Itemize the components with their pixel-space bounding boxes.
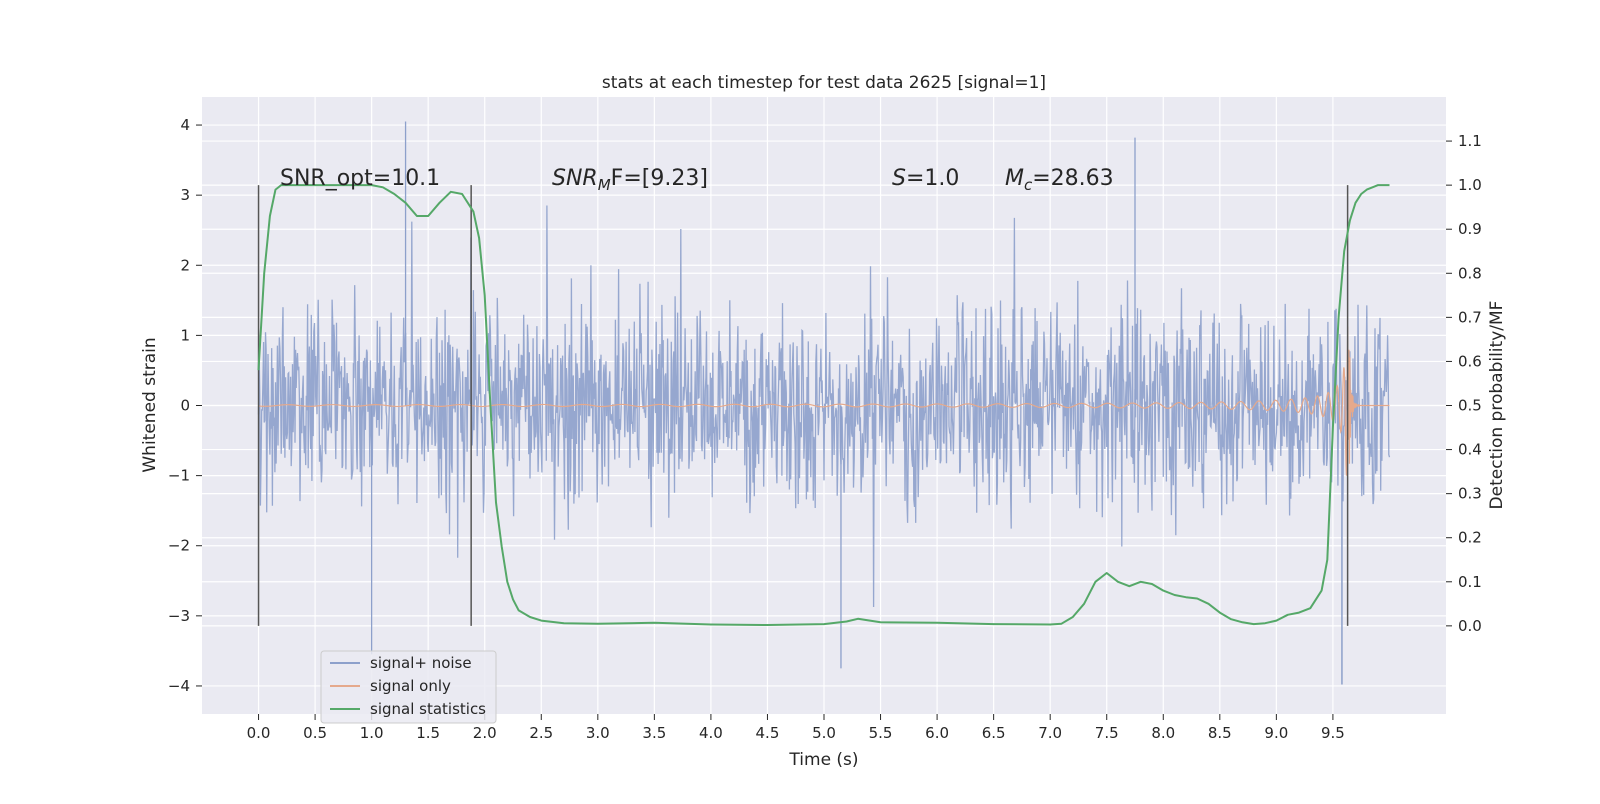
x-tick-label-14: 7.0 bbox=[1038, 724, 1062, 742]
x-tick-label-7: 3.5 bbox=[642, 724, 666, 742]
y-tick-label-0: 4 bbox=[180, 116, 190, 134]
x-tick-label-18: 9.0 bbox=[1264, 724, 1288, 742]
annotation-mc-sub: c bbox=[1024, 176, 1033, 194]
x-tick-label-11: 5.5 bbox=[869, 724, 893, 742]
annotation-s-var: S bbox=[892, 166, 906, 191]
annotation-snr-opt: SNR_opt=10.1 bbox=[280, 166, 440, 191]
x-tick-label-12: 6.0 bbox=[925, 724, 949, 742]
x-tick-label-1: 0.5 bbox=[303, 724, 327, 742]
yr-tick-label-1: 1.0 bbox=[1458, 176, 1482, 194]
signal-only-line bbox=[258, 326, 1390, 476]
legend-label-signal-noise: signal+ noise bbox=[370, 654, 472, 672]
y-tick-label-3: 1 bbox=[180, 326, 190, 344]
y-axis-label: Whitened strain bbox=[140, 337, 160, 472]
y-tick-label-1: 3 bbox=[180, 186, 190, 204]
signal-statistics-series bbox=[257, 184, 1390, 626]
legend-label-signal-only: signal only bbox=[370, 677, 451, 695]
annotation-snr-mf: SNRMF=[9.23] bbox=[552, 166, 708, 194]
annotations: SNR_opt=10.1 SNRMF=[9.23] S=1.0 Mc=28.63 bbox=[280, 166, 1114, 194]
x-tick-label-19: 9.5 bbox=[1321, 724, 1345, 742]
x-tick-label-3: 1.5 bbox=[416, 724, 440, 742]
y-tick-label-5: −1 bbox=[168, 467, 190, 485]
annotation-mc: Mc=28.63 bbox=[1005, 166, 1114, 194]
signal-statistics-line bbox=[257, 184, 1390, 626]
signal-noise-line bbox=[257, 205, 1391, 608]
x-tick-label-0: 0.0 bbox=[247, 724, 271, 742]
yr-tick-label-11: 0.0 bbox=[1458, 617, 1482, 635]
x-tick-label-9: 4.5 bbox=[756, 724, 780, 742]
y-tick-label-6: −2 bbox=[168, 537, 190, 555]
y-tick-label-2: 2 bbox=[180, 256, 190, 274]
yr-tick-label-8: 0.3 bbox=[1458, 485, 1482, 503]
x-axis-ticks: 0.0 0.5 1.0 1.5 2.0 2.5 3.0 3.5 4.0 4.5 5.0 5.5 6.0 6… bbox=[247, 714, 1345, 742]
y-tick-label-7: −3 bbox=[168, 607, 190, 625]
annotation-snr-mf-prefix: SNR bbox=[552, 166, 598, 191]
annotation-s-val: =1.0 bbox=[906, 166, 959, 191]
annotation-snr-mf-sub: M bbox=[598, 176, 611, 194]
x-tick-label-4: 2.0 bbox=[473, 724, 497, 742]
signal-noise-series bbox=[257, 121, 1391, 685]
legend-box bbox=[320, 650, 497, 724]
annotation-snr-mf-suffix: F=[9.23] bbox=[611, 166, 708, 191]
y-tick-label-4: 0 bbox=[180, 397, 190, 415]
yr-tick-label-6: 0.5 bbox=[1458, 397, 1482, 415]
yr-tick-label-7: 0.4 bbox=[1458, 441, 1482, 459]
y-axis-right-label: Detection probability/MF bbox=[1487, 301, 1507, 510]
x-tick-label-16: 8.0 bbox=[1151, 724, 1175, 742]
yr-tick-label-0: 1.1 bbox=[1458, 132, 1482, 150]
yr-tick-label-10: 0.1 bbox=[1458, 573, 1482, 591]
legend-label-signal-statistics: signal statistics bbox=[370, 700, 486, 718]
x-tick-label-8: 4.0 bbox=[699, 724, 723, 742]
yr-tick-label-3: 0.8 bbox=[1458, 264, 1482, 282]
y-axis-right-ticks: 1.1 1.0 0.9 0.8 0.7 0.6 0.5 0.4 0.3 0.2 0.1 0.0 bbox=[1446, 132, 1482, 635]
x-tick-label-2: 1.0 bbox=[360, 724, 384, 742]
legend: signal+ noise signal only signal statist… bbox=[320, 650, 497, 724]
annotation-mc-val: =28.63 bbox=[1032, 166, 1113, 191]
annotation-mc-var: M bbox=[1005, 166, 1024, 191]
y-tick-label-8: −4 bbox=[168, 677, 190, 695]
vertical-markers bbox=[257, 185, 1349, 626]
x-tick-label-10: 5.0 bbox=[812, 724, 836, 742]
chart-title: stats at each timestep for test data 262… bbox=[602, 73, 1046, 93]
annotation-s: S=1.0 bbox=[892, 166, 959, 191]
yr-tick-label-2: 0.9 bbox=[1458, 220, 1482, 238]
x-tick-label-17: 8.5 bbox=[1208, 724, 1232, 742]
x-tick-label-13: 6.5 bbox=[982, 724, 1006, 742]
yr-tick-label-9: 0.2 bbox=[1458, 529, 1482, 547]
x-axis-label: Time (s) bbox=[788, 750, 858, 770]
signal-only-series bbox=[258, 326, 1390, 476]
x-tick-label-5: 2.5 bbox=[529, 724, 553, 742]
x-tick-label-6: 3.0 bbox=[586, 724, 610, 742]
yr-tick-label-5: 0.6 bbox=[1458, 352, 1482, 370]
yr-tick-label-4: 0.7 bbox=[1458, 308, 1482, 326]
y-axis-ticks: 4 3 2 1 0 −1 −2 −3 −4 bbox=[168, 116, 202, 695]
x-tick-label-15: 7.5 bbox=[1095, 724, 1119, 742]
